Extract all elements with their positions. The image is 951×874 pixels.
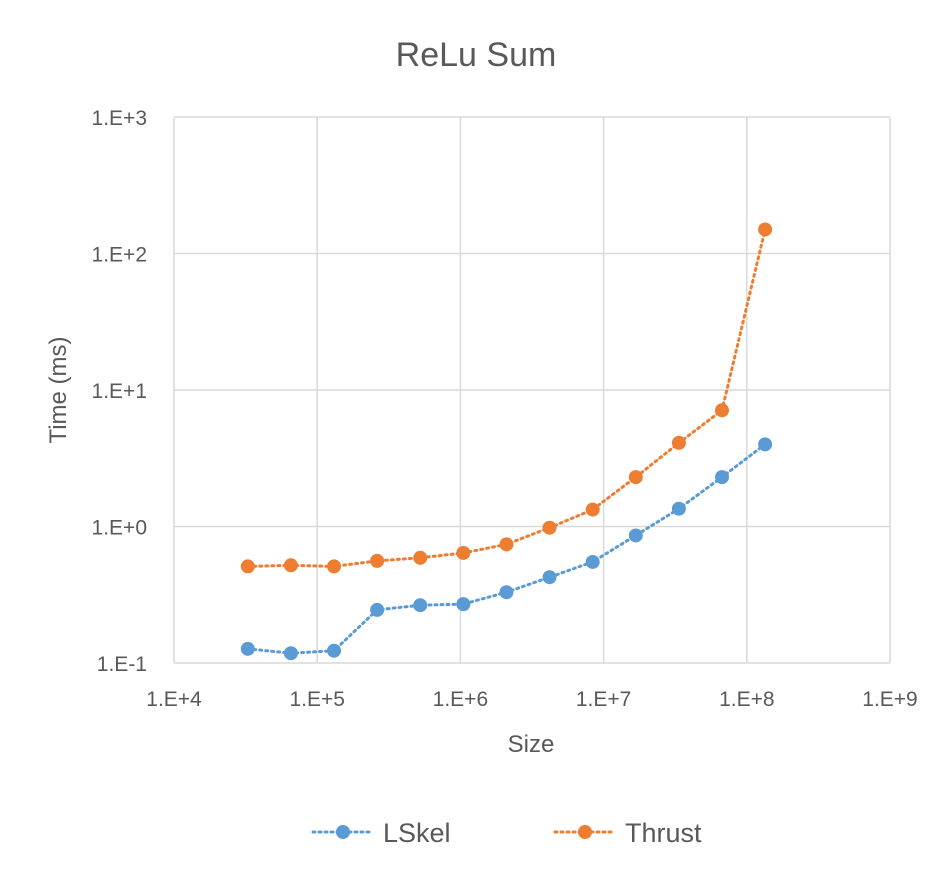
legend-marker	[578, 825, 592, 839]
data-point	[671, 435, 686, 450]
x-tick-label: 1.E+6	[433, 688, 488, 711]
data-point	[240, 641, 255, 656]
legend-item-thrust: Thrust	[553, 818, 702, 848]
legend-label: LSkel	[383, 818, 451, 848]
y-tick-label: 1.E+2	[92, 244, 147, 267]
data-point	[671, 501, 686, 516]
x-tick-label: 1.E+7	[576, 688, 631, 711]
y-axis-title: Time (ms)	[45, 336, 72, 443]
data-point	[542, 520, 557, 535]
data-point	[370, 602, 385, 617]
data-point	[499, 585, 514, 600]
series-thrust	[240, 222, 773, 574]
data-point	[327, 559, 342, 574]
data-point	[499, 537, 514, 552]
data-point	[585, 554, 600, 569]
chart-title: ReLu Sum	[396, 36, 557, 74]
y-tick-label: 1.E-1	[97, 653, 147, 676]
legend-item-lskel: LSkel	[311, 818, 451, 848]
series-lskel	[240, 437, 773, 661]
x-tick-label: 1.E+8	[719, 688, 774, 711]
data-point	[585, 502, 600, 517]
x-axis-title: Size	[508, 731, 555, 758]
y-tick-label: 1.E+1	[92, 380, 147, 403]
legend-marker	[336, 825, 350, 839]
data-point	[758, 222, 773, 237]
data-point	[714, 470, 729, 485]
data-point	[456, 597, 471, 612]
data-point	[413, 598, 428, 613]
data-point	[283, 646, 298, 661]
x-tick-label: 1.E+4	[146, 688, 202, 711]
data-point	[542, 570, 557, 585]
data-point	[327, 643, 342, 658]
data-point	[456, 545, 471, 560]
x-tick-label: 1.E+9	[862, 688, 917, 711]
legend-label: Thrust	[625, 818, 702, 848]
data-point	[714, 403, 729, 418]
gridlines	[173, 116, 891, 664]
series-layer	[240, 222, 773, 661]
data-point	[758, 437, 773, 452]
legend: LSkel Thrust	[311, 818, 702, 848]
data-point	[413, 550, 428, 565]
y-tick-label: 1.E+3	[92, 107, 147, 130]
data-point	[628, 470, 643, 485]
y-tick-label: 1.E+0	[92, 517, 147, 540]
data-point	[283, 558, 298, 573]
x-tick-label: 1.E+5	[289, 688, 344, 711]
data-point	[370, 553, 385, 568]
data-point	[240, 559, 255, 574]
series-line	[246, 228, 767, 568]
data-point	[628, 528, 643, 543]
x-tick-labels: 1.E+4 1.E+5 1.E+6 1.E+7 1.E+8 1.E+9	[146, 688, 917, 711]
y-tick-labels: 1.E-1 1.E+0 1.E+1 1.E+2 1.E+3	[92, 107, 147, 676]
